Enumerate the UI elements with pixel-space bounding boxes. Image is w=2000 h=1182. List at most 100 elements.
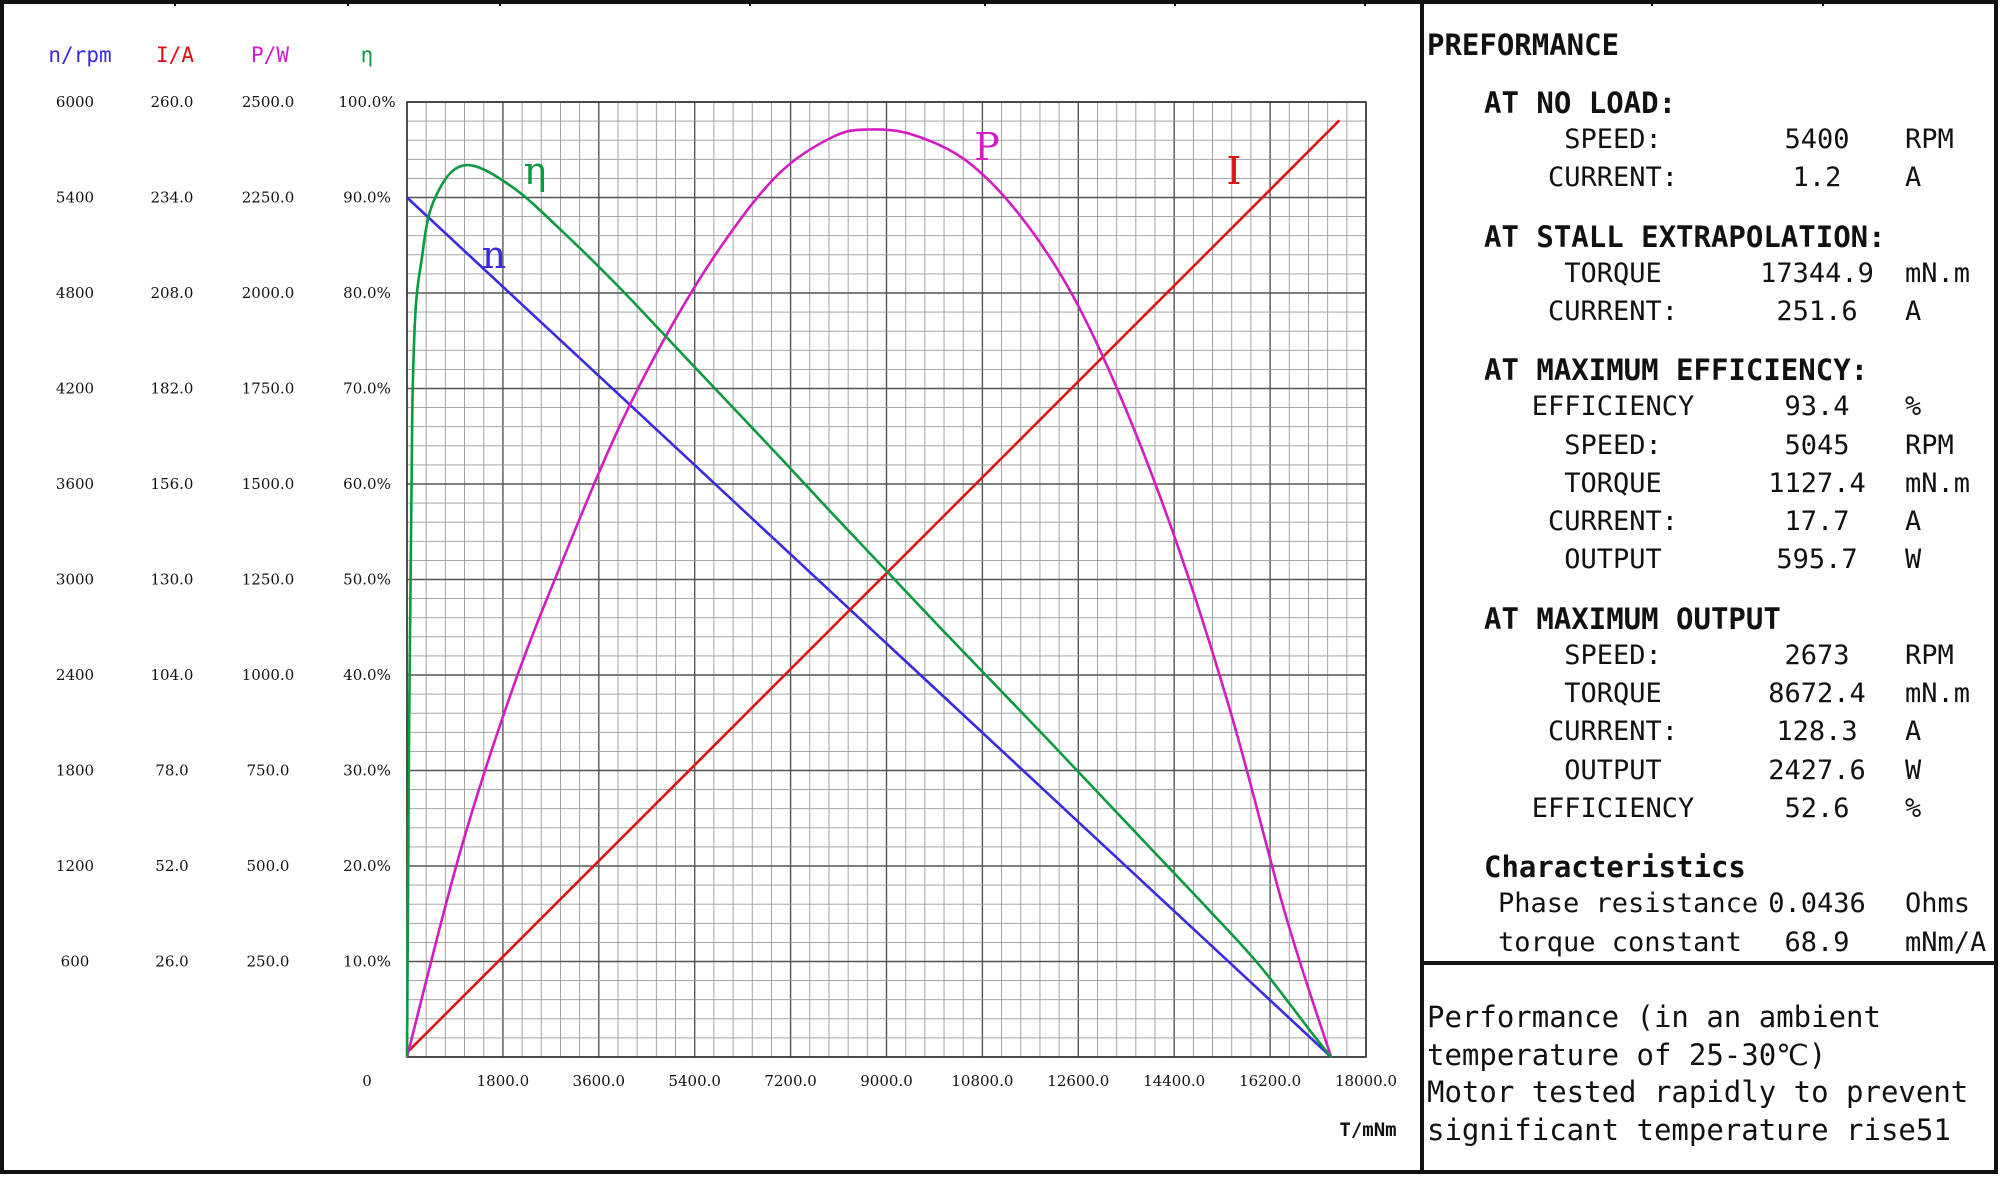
y-tick-power: 1750.0 (242, 380, 295, 398)
y-tick-efficiency: 100.0% (338, 93, 395, 111)
y-tick-current: 130.0 (151, 571, 194, 589)
perf-row-unit: W (1905, 754, 1922, 786)
perf-row-value: 251.6 (1776, 295, 1858, 327)
chart-grid (406, 101, 1367, 1058)
y-tick-speed: 2400 (56, 666, 94, 684)
y-tick-speed: 6000 (56, 93, 94, 111)
x-tick-label: 16200.0 (1239, 1072, 1301, 1090)
x-tick-label: 7200.0 (764, 1072, 817, 1090)
note-line-1: Performance (in an ambient (1427, 1000, 1881, 1034)
perf-row-value: 1127.4 (1768, 467, 1866, 499)
note-line-2: temperature of 25-30℃) (1427, 1038, 1827, 1072)
perf-row-label: OUTPUT (1564, 754, 1662, 786)
perf-row-value: 5045 (1784, 429, 1850, 461)
y-tick-current: 156.0 (151, 475, 194, 493)
y-tick-power: 1500.0 (242, 475, 295, 493)
y-tick-efficiency: 80.0% (343, 284, 391, 302)
perf-row-value: 0.0436 (1768, 888, 1866, 920)
y-tick-speed: 600 (61, 953, 90, 971)
perf-row-unit: RPM (1905, 124, 1954, 155)
x-tick-label: 9000.0 (860, 1072, 913, 1090)
perf-row-label: CURRENT: (1547, 295, 1679, 327)
perf-row-value: 1.2 (1792, 162, 1842, 194)
axis-header-speed: n/rpm (48, 43, 111, 67)
curve-label-current: I (1226, 149, 1241, 193)
y-tick-current: 208.0 (151, 284, 194, 302)
y-tick-speed: 1200 (56, 857, 94, 875)
y-tick-efficiency: 40.0% (343, 666, 391, 684)
curve-label-speed: n (482, 233, 506, 277)
perf-row-value: 2427.6 (1768, 754, 1866, 786)
series-line-power (405, 128, 1333, 1058)
perf-row-unit: mN.m (1905, 257, 1971, 289)
y-tick-power: 250.0 (247, 953, 290, 971)
perf-row-unit: mN.m (1905, 467, 1971, 499)
perf-row-label: Phase resistance (1498, 888, 1759, 920)
y-tick-current: 52.0 (155, 857, 188, 875)
x-axis-label: T/mNm (1339, 1119, 1396, 1141)
y-tick-speed: 3600 (56, 475, 94, 493)
y-tick-current: 182.0 (151, 380, 194, 398)
perf-row-unit: % (1905, 391, 1922, 423)
y-tick-efficiency: 30.0% (343, 762, 391, 780)
y-tick-power: 2000.0 (242, 284, 295, 302)
y-tick-speed: 4800 (56, 284, 94, 302)
chart-plot-area: 0 1800.0 3600.0 5400.0 7200.0 9000.0 10800.0 12… (56, 93, 1397, 1090)
axis-header-power: P/W (251, 43, 289, 67)
y-tick-power: 500.0 (247, 857, 290, 875)
series-line-current (406, 119, 1341, 1054)
y-tick-power: 1000.0 (242, 666, 295, 684)
perf-row-label: CURRENT: (1547, 162, 1679, 194)
y-tick-current: 26.0 (155, 953, 188, 971)
perf-row-label: TORQUE (1564, 467, 1662, 499)
perf-row-label: TORQUE (1564, 257, 1662, 289)
perf-row-unit: A (1905, 716, 1922, 748)
x-tick-label: 3600.0 (573, 1072, 626, 1090)
perf-row-label: TORQUE (1564, 678, 1662, 709)
y-tick-power: 1250.0 (242, 571, 295, 589)
x-tick-label: 14400.0 (1143, 1072, 1205, 1090)
perf-row-value: 52.6 (1784, 792, 1850, 824)
perf-row-unit: W (1905, 544, 1922, 576)
y-tick-power: 2500.0 (242, 93, 295, 111)
perf-row-value: 8672.4 (1768, 678, 1866, 709)
y-tick-power: 2250.0 (242, 189, 295, 207)
y-tick-efficiency: 50.0% (343, 571, 391, 589)
y-tick-current: 78.0 (155, 762, 188, 780)
perf-row-label: OUTPUT (1564, 544, 1662, 576)
y-tick-speed: 4200 (56, 380, 94, 398)
perf-row-label: CURRENT: (1547, 506, 1679, 538)
perf-row-label: torque constant (1498, 926, 1742, 958)
x-tick-label: 0 (362, 1072, 372, 1090)
axis-header-current: I/A (156, 43, 194, 67)
perf-row-value: 595.7 (1776, 544, 1858, 576)
section-heading: AT STALL EXTRAPOLATION: (1484, 219, 1886, 254)
x-tick-label: 12600.0 (1047, 1072, 1109, 1090)
section-heading: Characteristics (1484, 850, 1746, 885)
y-tick-efficiency: 60.0% (343, 475, 391, 493)
x-tick-label: 5400.0 (668, 1072, 721, 1090)
y-tick-efficiency: 70.0% (343, 380, 391, 398)
x-tick-label: 18000.0 (1335, 1072, 1397, 1090)
perf-row-value: 5400 (1784, 124, 1850, 155)
curve-label-efficiency: η (524, 149, 547, 193)
curve-label-power: P (974, 125, 1000, 169)
y-tick-current: 260.0 (151, 93, 194, 111)
perf-row-unit: A (1905, 506, 1922, 538)
perf-row-label: SPEED: (1564, 429, 1662, 461)
perf-row-unit: % (1905, 792, 1922, 824)
perf-row-unit: mNm/A (1905, 926, 1987, 958)
note-line-3: Motor tested rapidly to prevent (1427, 1075, 1969, 1109)
perf-row-unit: A (1905, 295, 1922, 327)
series-line-efficiency (405, 163, 1333, 1058)
perf-row-value: 17344.9 (1760, 257, 1874, 289)
perf-row-value: 93.4 (1784, 391, 1850, 423)
perf-row-label: CURRENT: (1547, 716, 1679, 748)
perf-row-value: 2673 (1784, 639, 1850, 671)
top-ticks (174, 2, 1824, 6)
axis-header-efficiency: η (361, 43, 374, 67)
perf-row-label: SPEED: (1564, 124, 1662, 155)
y-tick-speed: 1800 (56, 762, 94, 780)
y-tick-speed: 3000 (56, 571, 94, 589)
